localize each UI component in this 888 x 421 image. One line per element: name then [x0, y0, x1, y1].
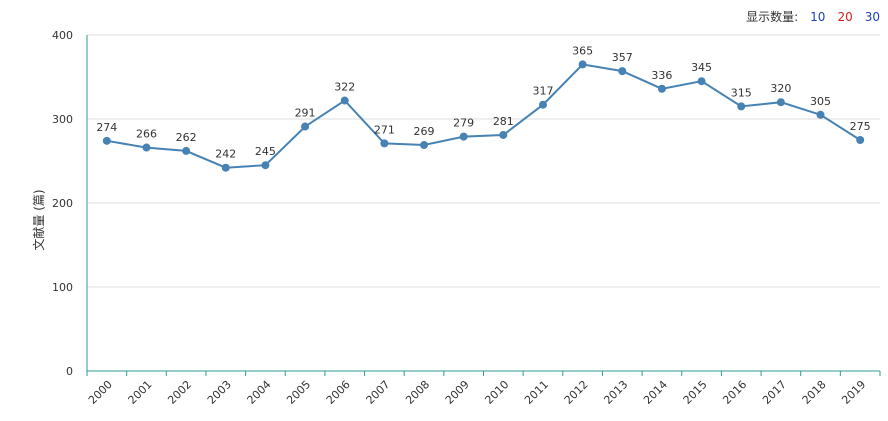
data-point[interactable]	[142, 143, 151, 152]
x-tick-label: 2017	[760, 378, 789, 407]
data-label: 320	[770, 82, 791, 95]
data-label: 336	[651, 69, 672, 82]
display-count-label: 显示数量:	[746, 10, 799, 24]
data-label: 271	[374, 123, 395, 136]
data-point[interactable]	[697, 77, 706, 86]
data-label: 291	[295, 107, 316, 120]
display-count-bar: 显示数量: 10 20 30	[746, 8, 880, 25]
data-point[interactable]	[499, 130, 508, 139]
data-label: 262	[176, 131, 197, 144]
x-tick-label: 2008	[403, 378, 432, 407]
data-label: 357	[612, 51, 633, 64]
data-label: 279	[453, 117, 474, 130]
x-tick-label: 2013	[601, 378, 630, 407]
grid-layer	[87, 34, 880, 288]
data-point[interactable]	[538, 100, 547, 109]
data-point[interactable]	[102, 136, 111, 145]
data-label: 275	[850, 120, 871, 133]
data-point[interactable]	[737, 102, 746, 111]
x-tick-label: 2014	[641, 378, 670, 407]
data-point[interactable]	[816, 110, 825, 119]
series-points	[102, 60, 865, 172]
display-count-option-20[interactable]: 20	[837, 9, 853, 24]
axis-layer	[86, 35, 881, 376]
data-point[interactable]	[657, 84, 666, 93]
x-tick-label: 2005	[284, 378, 313, 407]
data-label: 322	[334, 81, 355, 94]
series-line	[106, 63, 861, 169]
x-tick-label: 2001	[126, 378, 155, 407]
y-tick-label: 400	[52, 29, 73, 42]
data-point[interactable]	[618, 67, 627, 76]
x-tick-label: 2019	[839, 378, 868, 407]
data-point[interactable]	[776, 98, 785, 107]
x-tick-label: 2018	[800, 378, 829, 407]
data-point[interactable]	[420, 141, 429, 150]
x-tick-label: 2007	[364, 378, 393, 407]
x-tick-label: 2015	[681, 378, 710, 407]
data-point[interactable]	[380, 139, 389, 148]
data-point[interactable]	[856, 136, 865, 144]
display-count-option-30[interactable]: 30	[864, 9, 880, 24]
data-point[interactable]	[261, 161, 270, 170]
x-tick-label: 2016	[720, 378, 749, 407]
x-tick-label: 2003	[205, 378, 234, 407]
x-tick-label: 2000	[86, 378, 115, 407]
data-labels: 274 266 262 242 245 291 322 271 269 279 281 317 365 3…	[96, 44, 870, 160]
data-label: 305	[810, 95, 831, 108]
x-tick-label: 2004	[245, 378, 274, 407]
data-point[interactable]	[459, 132, 468, 141]
data-label: 245	[255, 145, 276, 158]
data-label: 242	[215, 148, 236, 161]
data-label: 365	[572, 44, 593, 57]
y-tick-label: 0	[66, 365, 73, 378]
x-tick-label: 2012	[562, 378, 591, 407]
data-point[interactable]	[340, 96, 349, 105]
x-tick-label: 2010	[482, 378, 511, 407]
data-label: 269	[414, 125, 435, 138]
data-label: 317	[532, 85, 553, 98]
y-tick-labels: 0 100 200 300 400	[52, 29, 73, 378]
data-label: 281	[493, 115, 514, 128]
data-label: 266	[136, 128, 157, 141]
y-axis-title: 文献量 (篇)	[31, 189, 46, 250]
data-label: 315	[731, 86, 752, 99]
x-tick-label: 2006	[324, 378, 353, 407]
data-label: 345	[691, 61, 712, 74]
data-point[interactable]	[221, 163, 230, 172]
display-count-option-10[interactable]: 10	[810, 9, 826, 24]
x-tick-labels: 2000 2001 2002 2003 2004 2005 2006 2007 2008 2009…	[86, 378, 868, 407]
data-label: 274	[96, 121, 117, 134]
data-point[interactable]	[578, 60, 587, 69]
x-tick-label: 2009	[443, 378, 472, 407]
data-point[interactable]	[301, 122, 310, 131]
y-tick-label: 100	[52, 281, 73, 294]
data-point[interactable]	[182, 146, 191, 155]
y-tick-label: 300	[52, 113, 73, 126]
y-tick-label: 200	[52, 197, 73, 210]
x-tick-label: 2011	[522, 378, 551, 407]
x-tick-label: 2002	[165, 378, 194, 407]
